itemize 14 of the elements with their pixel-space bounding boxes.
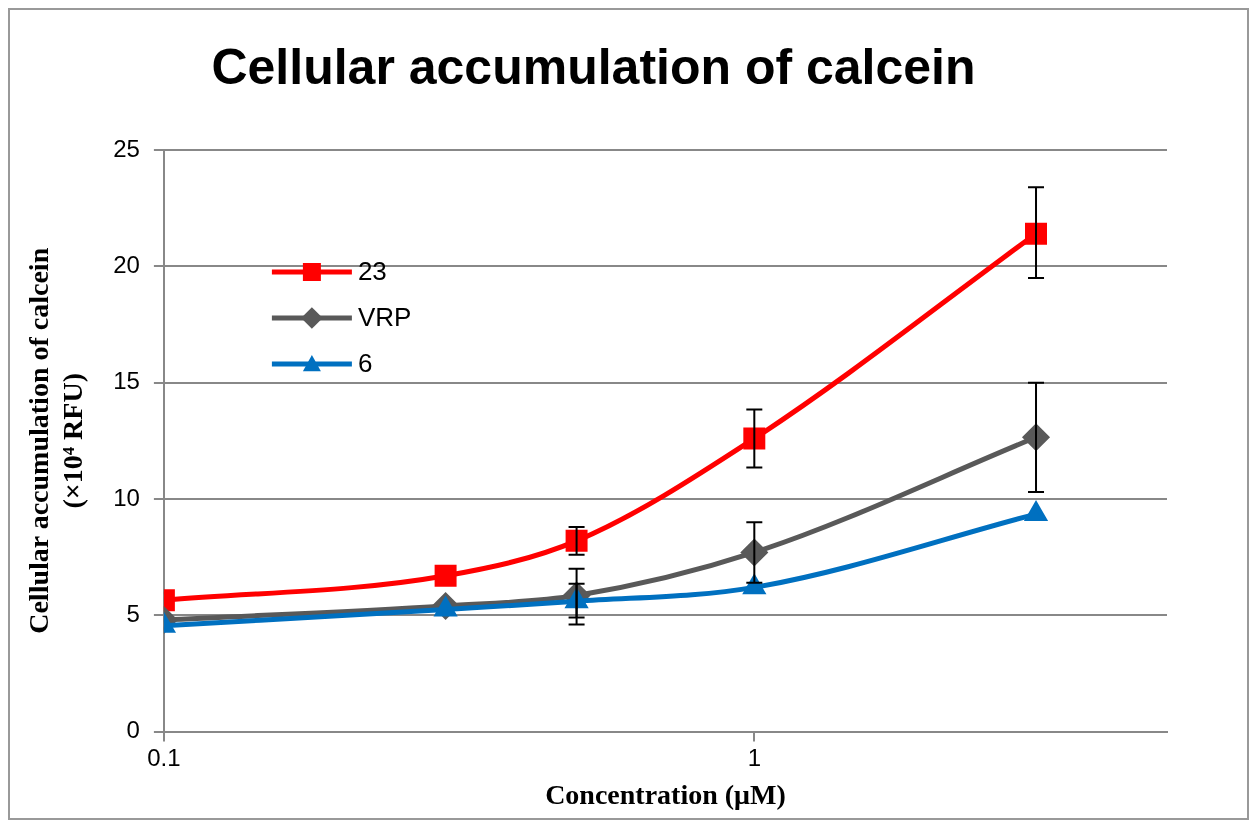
legend-label: 6 (357, 348, 373, 379)
x-axis-title: Concentration (μM) (545, 779, 786, 811)
y-tick-label: 20 (113, 250, 140, 278)
y-tick-label: 25 (113, 134, 140, 162)
y-tick-label: 0 (126, 716, 140, 744)
legend-label: VRP (357, 302, 412, 333)
y-tick-label: 15 (113, 367, 140, 395)
chart-title: Cellular accumulation of calcein (211, 38, 976, 95)
y-tick-label: 10 (113, 483, 140, 511)
y-tick-label: 5 (126, 599, 140, 627)
y-axis-title: Cellular accumulation of calcein (×10⁴ RFU) (23, 247, 88, 634)
x-tick-label: 0.1 (147, 743, 181, 771)
x-tick-label: 1 (747, 743, 761, 771)
legend-label: 23 (357, 256, 387, 287)
